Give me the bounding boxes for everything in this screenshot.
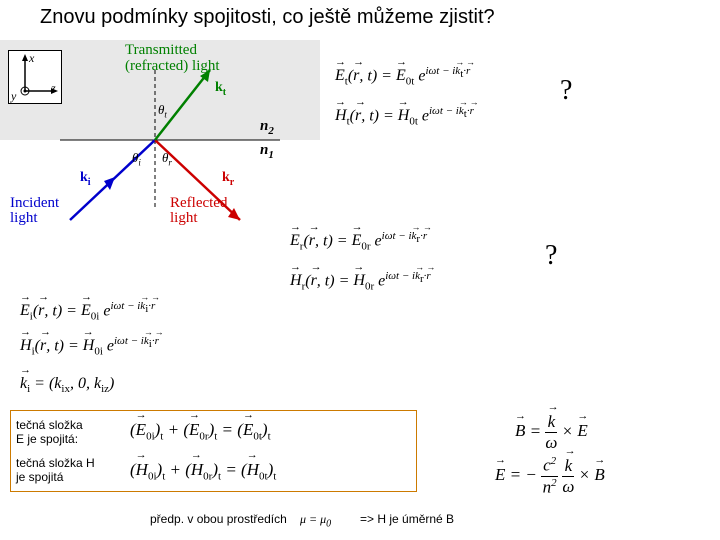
label-tecna-H1: tečná složka H xyxy=(16,456,95,470)
label-tecna-E1: tečná složka xyxy=(16,418,83,432)
ki-label: ki xyxy=(80,170,91,188)
eq-Er: Er(r, t) = E0r eiωt − ik→r·r→ xyxy=(290,230,427,253)
label-tecna-E2: E je spojitá: xyxy=(16,432,78,446)
kr-label: kr xyxy=(222,170,234,188)
transmitted-label-2: (refracted) light xyxy=(125,58,220,75)
eq-cont-H: (H0i)t + (H0r)t = (H0t)t xyxy=(130,460,276,482)
kt-label: kt xyxy=(215,80,226,98)
eq-Hr: Hr(r, t) = H0r eiωt − ik→r·r→ xyxy=(290,270,431,293)
footnote-mu: μ = μ0 xyxy=(300,512,331,529)
theta-r: θr xyxy=(162,150,172,168)
label-tecna-H2: je spojitá xyxy=(16,470,63,484)
eq-B: B = kω × E xyxy=(515,412,588,453)
theta-t: θt xyxy=(158,102,167,120)
footnote-right: => H je úměrné B xyxy=(360,512,454,526)
footnote-left: předp. v obou prostředích xyxy=(150,512,287,526)
eq-Ei: Ei(r, t) = E0i eiωt − ik→i·r→ xyxy=(20,300,155,323)
reflected-label-2: light xyxy=(170,210,198,227)
question-mark-1: ? xyxy=(560,75,572,107)
eq-Hi: Hi(r, t) = H0i eiωt − ik→i·r→ xyxy=(20,335,159,358)
n1-label: n1 xyxy=(260,142,274,161)
eq-E-from-B: E = − c2n2 kω × B xyxy=(495,455,605,497)
eq-ki-components: ki = (kix, 0, kiz) xyxy=(20,375,114,395)
n2-label: n2 xyxy=(260,118,274,137)
eq-Ht: Ht(r, t) = H0t eiωt − ik→t·r→ xyxy=(335,105,474,128)
incident-label-2: light xyxy=(10,210,38,227)
refraction-diagram: x y z Transmitted (refracted) light Inci… xyxy=(0,40,320,240)
eq-cont-E: (E0i)t + (E0r)t = (E0t)t xyxy=(130,420,271,442)
transmitted-label-1: Transmitted xyxy=(125,42,197,59)
eq-Et: Et(r, t) = E0t eiωt − ik→t·r→ xyxy=(335,65,470,88)
page-title: Znovu podmínky spojitosti, co ještě může… xyxy=(40,6,495,29)
question-mark-2: ? xyxy=(545,240,557,272)
theta-i: θi xyxy=(132,150,141,168)
